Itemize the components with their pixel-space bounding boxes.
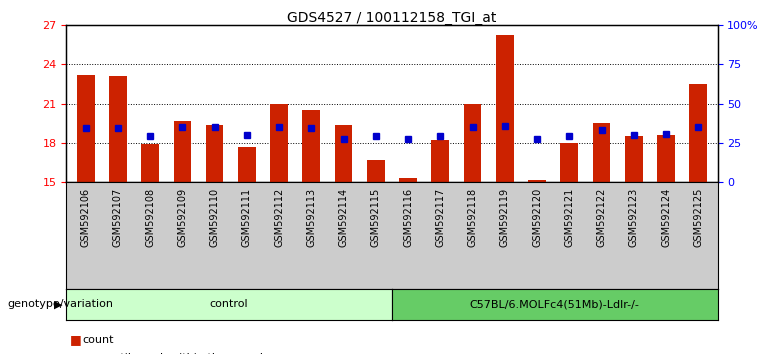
- Text: GSM592116: GSM592116: [403, 188, 413, 247]
- Text: ▶: ▶: [54, 299, 62, 309]
- Bar: [496, 35, 514, 182]
- Text: GSM592117: GSM592117: [435, 188, 445, 247]
- Text: GSM592113: GSM592113: [307, 188, 317, 247]
- Bar: [173, 121, 191, 182]
- Text: GSM592119: GSM592119: [500, 188, 510, 247]
- Text: ■: ■: [70, 333, 82, 346]
- Bar: [141, 144, 159, 182]
- Bar: [431, 140, 449, 182]
- Bar: [593, 123, 611, 182]
- Text: GSM592107: GSM592107: [113, 188, 123, 247]
- Text: GSM592118: GSM592118: [467, 188, 477, 247]
- Bar: [335, 125, 353, 182]
- Text: GSM592123: GSM592123: [629, 188, 639, 247]
- Text: GSM592108: GSM592108: [145, 188, 155, 247]
- Bar: [463, 103, 481, 182]
- Bar: [270, 103, 288, 182]
- Text: GSM592125: GSM592125: [693, 188, 704, 247]
- Text: genotype/variation: genotype/variation: [8, 299, 114, 309]
- Bar: [625, 136, 643, 182]
- Text: GSM592112: GSM592112: [274, 188, 284, 247]
- Text: GSM592115: GSM592115: [370, 188, 381, 247]
- Text: GSM592111: GSM592111: [242, 188, 252, 247]
- Text: percentile rank within the sample: percentile rank within the sample: [82, 353, 270, 354]
- Text: GSM592122: GSM592122: [597, 188, 607, 247]
- Text: GSM592110: GSM592110: [210, 188, 220, 247]
- Bar: [560, 143, 578, 182]
- Text: GSM592120: GSM592120: [532, 188, 542, 247]
- Text: GSM592121: GSM592121: [564, 188, 574, 247]
- Bar: [109, 76, 127, 182]
- Bar: [367, 160, 385, 182]
- Text: GSM592109: GSM592109: [177, 188, 187, 247]
- Text: count: count: [82, 335, 113, 345]
- Text: ■: ■: [70, 351, 82, 354]
- Bar: [657, 135, 675, 182]
- Text: GSM592114: GSM592114: [339, 188, 349, 247]
- Bar: [528, 180, 546, 182]
- Bar: [690, 84, 707, 182]
- Text: GSM592106: GSM592106: [80, 188, 90, 247]
- Bar: [76, 75, 94, 182]
- Bar: [399, 178, 417, 182]
- Text: GSM592124: GSM592124: [661, 188, 671, 247]
- Bar: [238, 147, 256, 182]
- Bar: [206, 125, 224, 182]
- Text: control: control: [210, 299, 249, 309]
- Bar: [303, 110, 321, 182]
- Text: GDS4527 / 100112158_TGI_at: GDS4527 / 100112158_TGI_at: [287, 11, 497, 25]
- Text: C57BL/6.MOLFc4(51Mb)-Ldlr-/-: C57BL/6.MOLFc4(51Mb)-Ldlr-/-: [470, 299, 640, 309]
